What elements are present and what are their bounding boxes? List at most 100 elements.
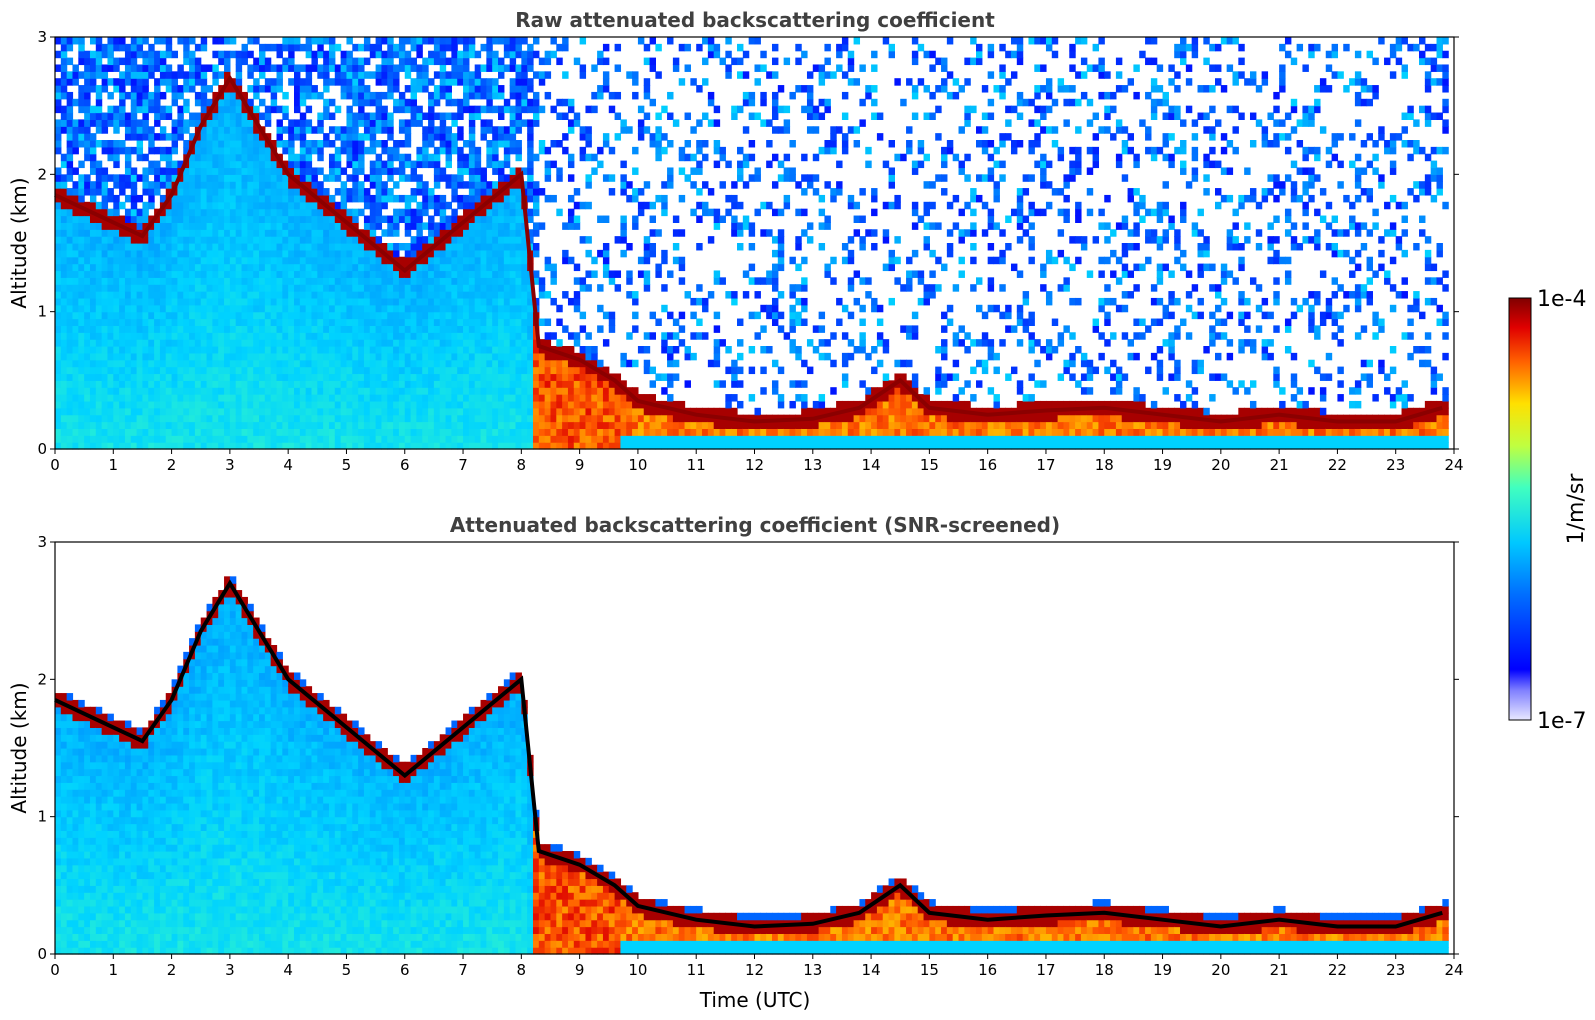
heatmap-cell [177, 387, 184, 395]
heatmap-cell [375, 407, 383, 416]
heatmap-cell [352, 98, 359, 107]
heatmap-cell [235, 366, 243, 375]
heatmap-cell [177, 263, 184, 272]
heatmap-cell [486, 50, 493, 59]
heatmap-cell [410, 387, 418, 395]
heatmap-cell [416, 208, 423, 217]
heatmap-cell [585, 352, 592, 361]
heatmap-cell [422, 126, 429, 134]
heatmap-cell [515, 201, 522, 210]
heatmap-cell [288, 263, 295, 272]
heatmap-cell [398, 64, 406, 72]
heatmap-cell [532, 194, 540, 203]
heatmap-cell [422, 160, 429, 169]
heatmap-cell [95, 442, 103, 450]
heatmap-cell [107, 57, 114, 66]
heatmap-cell [527, 181, 534, 189]
heatmap-cell [468, 421, 476, 429]
heatmap-cell [667, 270, 674, 278]
heatmap-cell [393, 435, 400, 443]
heatmap-cell [503, 304, 511, 313]
heatmap-cell [247, 167, 254, 175]
heatmap-cell [521, 64, 528, 72]
heatmap-cell [404, 325, 412, 333]
heatmap-cell [66, 57, 74, 66]
heatmap-cell [468, 284, 476, 292]
heatmap-cell [550, 428, 557, 436]
heatmap-cell [527, 291, 534, 299]
heatmap-cell [299, 160, 307, 169]
heatmap-cell [113, 394, 120, 402]
heatmap-cell [241, 366, 248, 375]
heatmap-cell [113, 297, 120, 306]
heatmap-cell [474, 435, 482, 443]
heatmap-cell [358, 387, 365, 395]
heatmap-cell [672, 442, 680, 450]
heatmap-cell [212, 394, 219, 402]
heatmap-cell [241, 277, 248, 285]
heatmap-cell [218, 339, 225, 347]
heatmap-cell [119, 291, 126, 299]
heatmap-cell [60, 442, 68, 450]
heatmap-cell [218, 297, 225, 306]
heatmap-cell [288, 304, 295, 313]
heatmap-cell [95, 71, 103, 79]
heatmap-cell [218, 112, 225, 120]
heatmap-cell [259, 146, 266, 155]
heatmap-cell [410, 421, 418, 429]
heatmap-cell [323, 263, 330, 272]
heatmap-cell [194, 181, 202, 189]
heatmap-cell [55, 297, 62, 306]
heatmap-cell [509, 421, 517, 429]
heatmap-cell [375, 256, 383, 265]
heatmap-cell [643, 126, 651, 134]
heatmap-cell [78, 50, 85, 59]
heatmap-cell [468, 359, 476, 368]
heatmap-cell [340, 352, 348, 361]
heatmap-cell [78, 181, 85, 189]
heatmap-cell [468, 229, 476, 237]
heatmap-cell [486, 291, 493, 299]
heatmap-cell [154, 332, 161, 340]
heatmap-cell [597, 91, 604, 100]
heatmap-cell [136, 435, 144, 443]
heatmap-cell [381, 291, 388, 299]
heatmap-cell [171, 174, 179, 182]
heatmap-cell [212, 215, 219, 223]
heatmap-cell [358, 359, 365, 368]
heatmap-cell [358, 256, 365, 265]
heatmap-cell [66, 380, 74, 388]
heatmap-cell [480, 414, 487, 423]
heatmap-cell [72, 71, 79, 79]
heatmap-cell [229, 414, 237, 423]
heatmap-cell [538, 346, 546, 354]
heatmap-cell [142, 153, 149, 162]
heatmap-cell [387, 153, 394, 162]
heatmap-cell [282, 421, 289, 429]
heatmap-cell [101, 366, 109, 375]
heatmap-cell [416, 407, 423, 416]
heatmap-cell [259, 181, 266, 189]
heatmap-cell [614, 435, 622, 443]
heatmap-cell [579, 442, 587, 450]
heatmap-cell [323, 105, 330, 114]
heatmap-cell [218, 243, 225, 251]
heatmap-cell [457, 373, 464, 381]
heatmap-cell [428, 339, 435, 347]
heatmap-cell [299, 126, 307, 134]
heatmap-cell [404, 400, 412, 409]
heatmap-cell [78, 428, 85, 436]
heatmap-cell [358, 291, 365, 299]
heatmap-cell [171, 140, 179, 148]
heatmap-cell [89, 400, 97, 409]
heatmap-cell [404, 174, 412, 182]
heatmap-cell [381, 346, 388, 354]
heatmap-cell [177, 380, 184, 388]
heatmap-cell [358, 421, 365, 429]
heatmap-cell [311, 50, 318, 59]
heatmap-cell [60, 119, 68, 127]
heatmap-cell [253, 201, 260, 210]
heatmap-cell [375, 105, 383, 114]
heatmap-cell [264, 359, 272, 368]
heatmap-cell [550, 352, 557, 361]
